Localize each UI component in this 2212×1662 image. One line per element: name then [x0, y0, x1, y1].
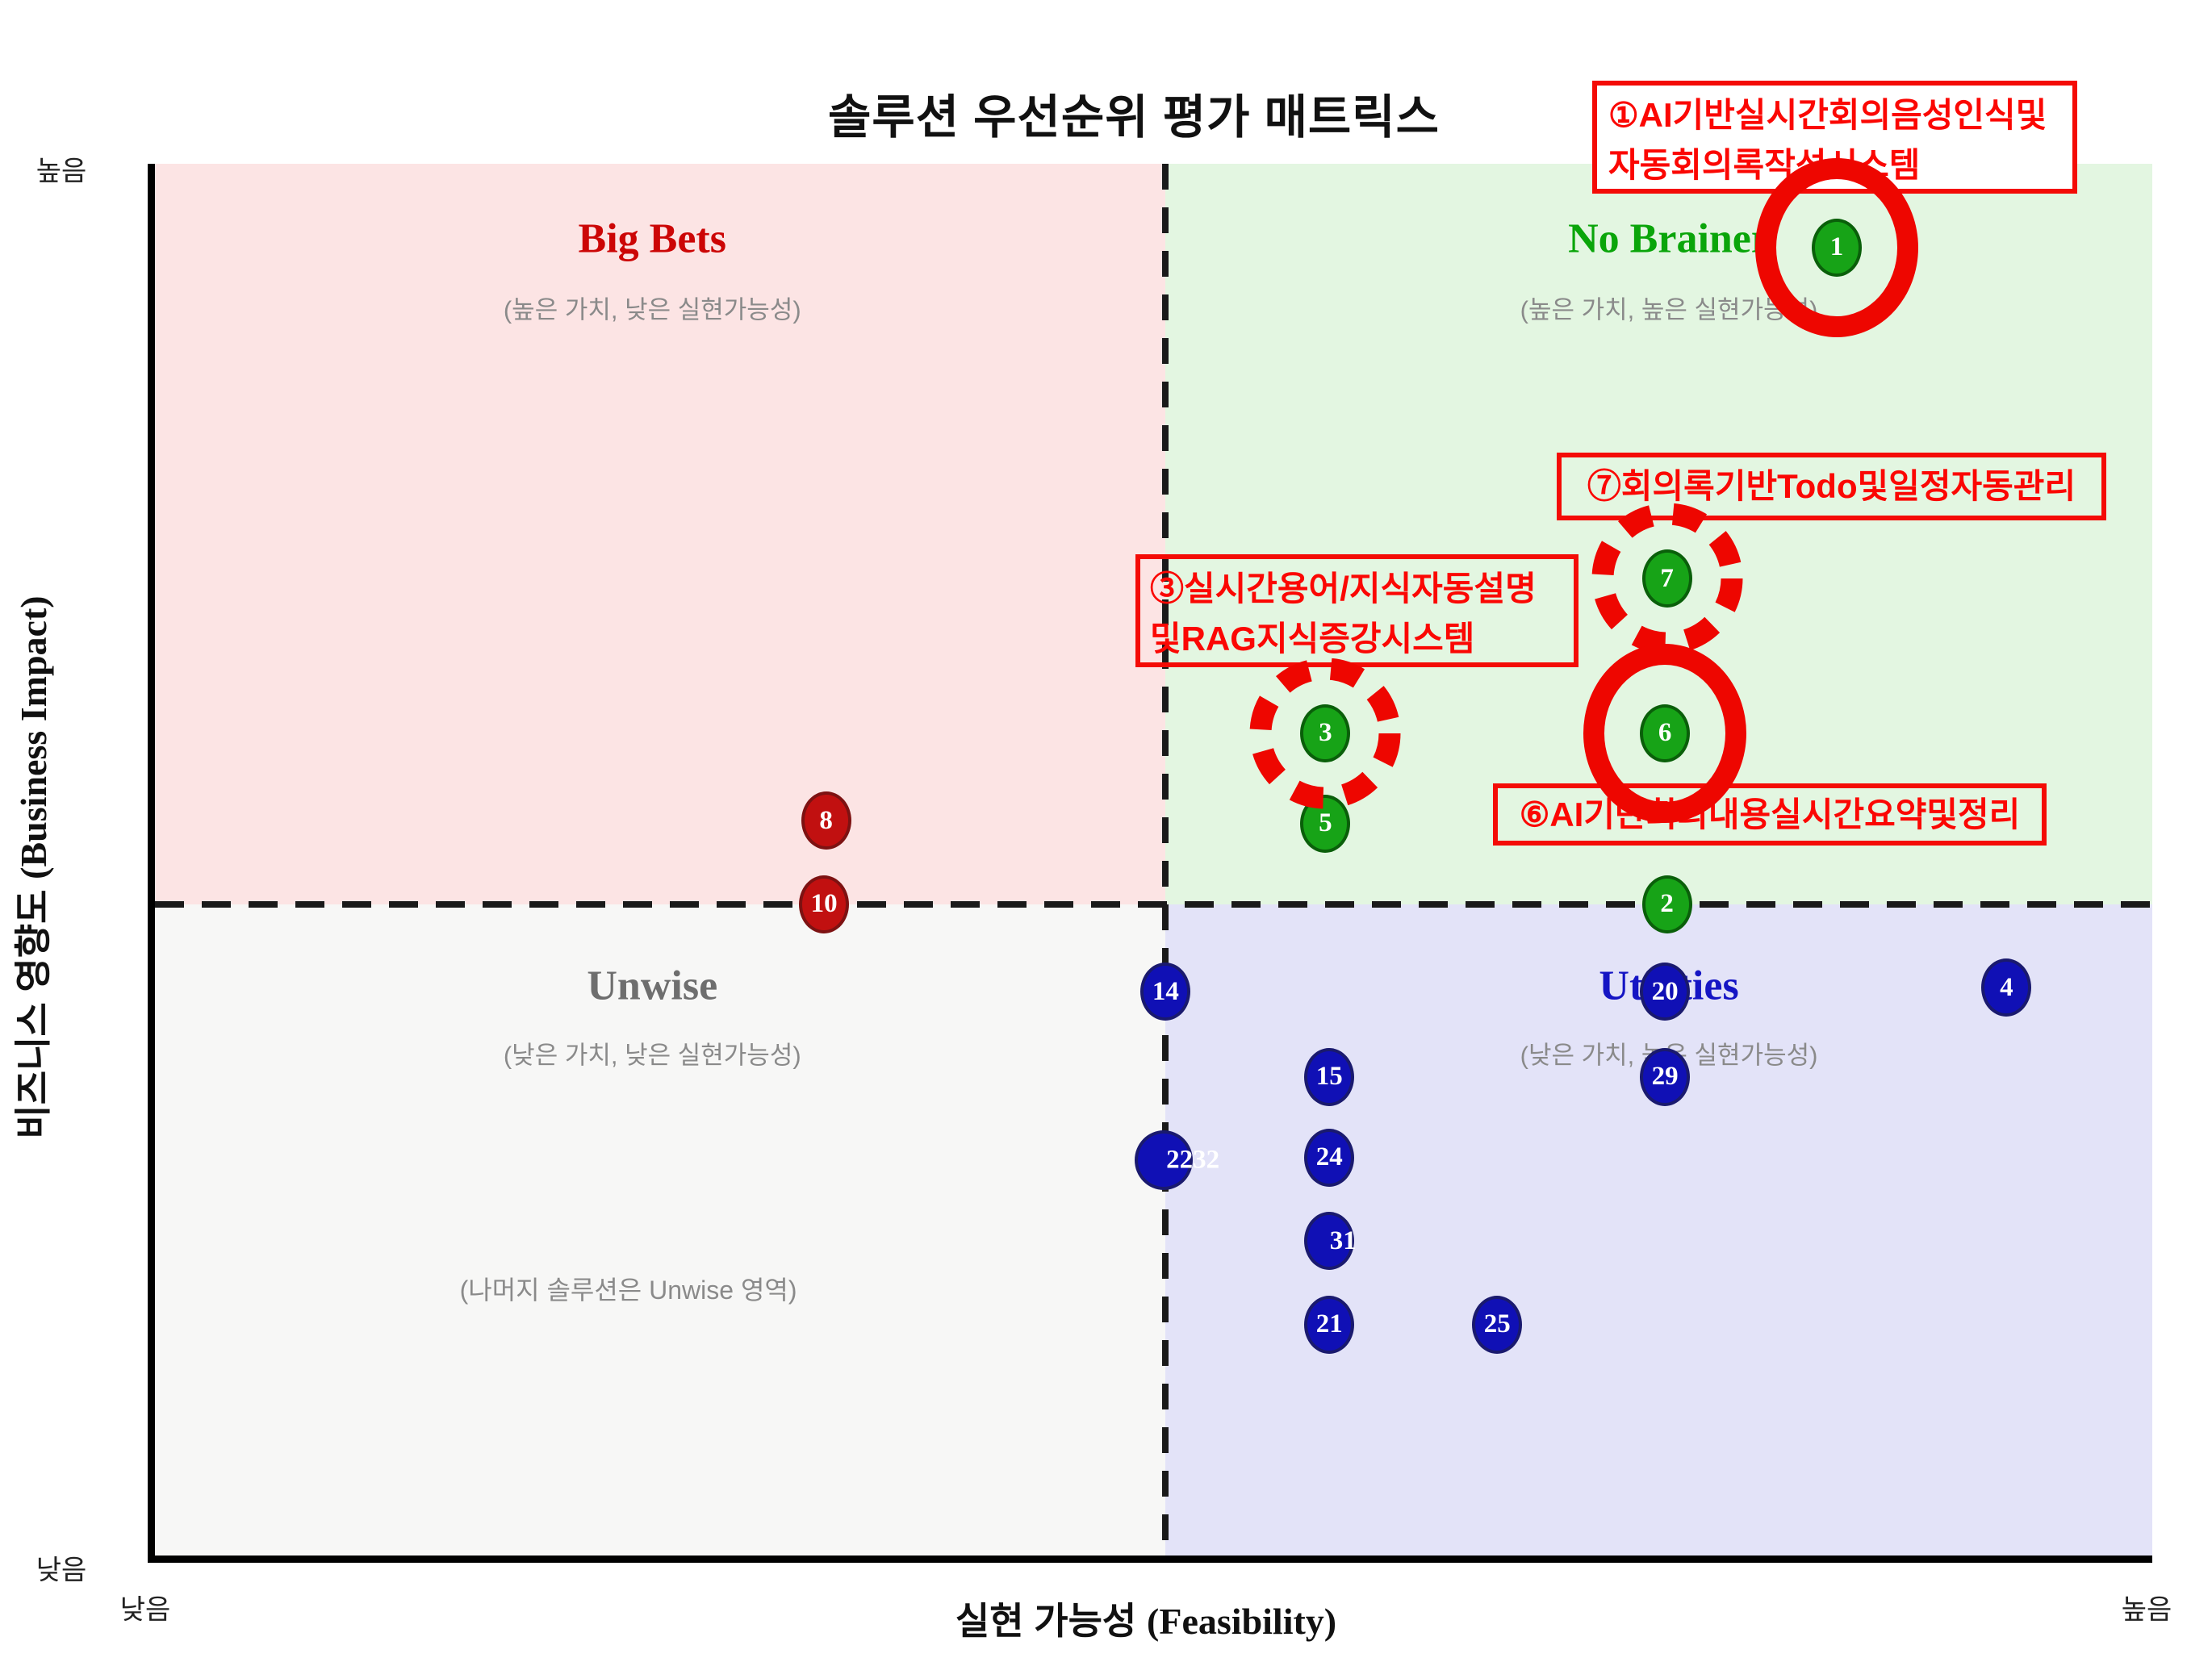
data-point-label: 31 [1329, 1226, 1357, 1255]
data-point-label: 8 [819, 805, 833, 835]
quadrant-big-bets [155, 164, 1166, 904]
data-point-25: 25 [1472, 1295, 1523, 1354]
data-point-2: 2 [1641, 875, 1692, 933]
unwise-title: Unwise [587, 963, 718, 1009]
y-axis-label: 비즈니스 영향도 (Business Impact) [4, 595, 57, 1138]
data-point-label: 2 [1660, 889, 1674, 919]
data-point-label: 14 [1152, 976, 1179, 1006]
data-point-20: 20 [1640, 963, 1691, 1021]
data-point-label: 15 [1315, 1062, 1343, 1092]
data-point-label: 6 [1658, 718, 1672, 748]
annotation-box-7: ⑦회의록기반Todo및일정자동관리 [1557, 453, 2106, 520]
quadrant-unwise [155, 904, 1166, 1556]
y-axis-label-en: (Business Impact) [13, 595, 54, 879]
data-point-6: 6 [1640, 704, 1691, 762]
data-point-4: 4 [1981, 958, 2032, 1017]
data-point-label: 29 [1651, 1062, 1679, 1092]
data-point-7: 7 [1641, 549, 1692, 608]
data-point-1: 1 [1811, 218, 1862, 277]
annotation-3-line-2: 및RAG지식증강시스템 [1150, 620, 1475, 658]
data-point-3: 3 [1300, 704, 1351, 762]
annotation-box-3: ③실시간용어/지식자동설명 및RAG지식증강시스템 [1135, 554, 1579, 667]
x-axis-label-ko: 실현 가능성 [955, 1600, 1137, 1642]
data-point-label: 20 [1651, 976, 1679, 1006]
data-point-label: 3 [1319, 718, 1332, 748]
data-points-layer: 1 7 3 6 5 8 10 2 14 20 4 15 29 2232 24 31 21 25 [155, 157, 2152, 1556]
data-point-10: 10 [799, 875, 850, 933]
annotation-7-line-1: ⑦회의록기반Todo및일정자동관리 [1587, 467, 2076, 505]
data-point-label: 10 [810, 889, 838, 919]
data-point-label: 21 [1315, 1309, 1343, 1339]
x-axis-label-en: (Feasibility) [1147, 1601, 1337, 1642]
x-axis-label: 실현 가능성 (Feasibility) [955, 1592, 1336, 1645]
data-point-24: 24 [1304, 1128, 1355, 1187]
matrix-plot-area: Big Bets (높은 가치, 낮은 실현가능성) No Brainer (높… [148, 157, 2152, 1563]
unwise-subtitle: (낮은 가치, 낮은 실현가능성) [503, 1041, 801, 1070]
x-axis-low-label: 낮음 [119, 1594, 171, 1626]
data-point-21: 21 [1304, 1295, 1355, 1354]
y-axis-label-ko: 비즈니스 영향도 [12, 889, 54, 1139]
data-point-label: 24 [1315, 1142, 1343, 1172]
vertical-dashed-divider [1162, 164, 1169, 1556]
big-bets-title: Big Bets [578, 215, 726, 262]
data-point-label: 4 [2000, 972, 2013, 1002]
data-point-label: 25 [1483, 1309, 1511, 1339]
data-point-label: 5 [1319, 808, 1332, 838]
chart-title: 솔루션 우선순위 평가 매트릭스 [827, 91, 1441, 144]
data-point-label: 1 [1829, 232, 1844, 261]
data-point-2232: 2232 [1134, 1130, 1219, 1191]
annotation-1-line-1: ①AI기반실시간회의음성인식및 [1608, 96, 2047, 134]
data-point-8: 8 [801, 791, 851, 850]
unwise-note: (나머지 솔루션은 Unwise 영역) [459, 1275, 797, 1305]
horizontal-dashed-divider [155, 900, 2152, 908]
data-point-31: 31 [1304, 1212, 1357, 1271]
data-point-5: 5 [1300, 794, 1351, 853]
y-axis-high-label: 높음 [36, 156, 87, 187]
data-point-14: 14 [1140, 963, 1191, 1021]
x-axis-high-label: 높음 [2121, 1594, 2172, 1626]
data-point-label: 2232 [1166, 1145, 1220, 1175]
no-brainer-title: No Brainer [1568, 215, 1770, 262]
data-point-label: 7 [1660, 563, 1674, 593]
big-bets-subtitle: (높은 가치, 낮은 실현가능성) [503, 295, 801, 324]
data-point-29: 29 [1640, 1047, 1691, 1106]
data-point-15: 15 [1304, 1047, 1355, 1106]
y-axis-low-label: 낮음 [36, 1555, 87, 1586]
annotation-3-line-1: ③실시간용어/지식자동설명 [1150, 570, 1537, 608]
